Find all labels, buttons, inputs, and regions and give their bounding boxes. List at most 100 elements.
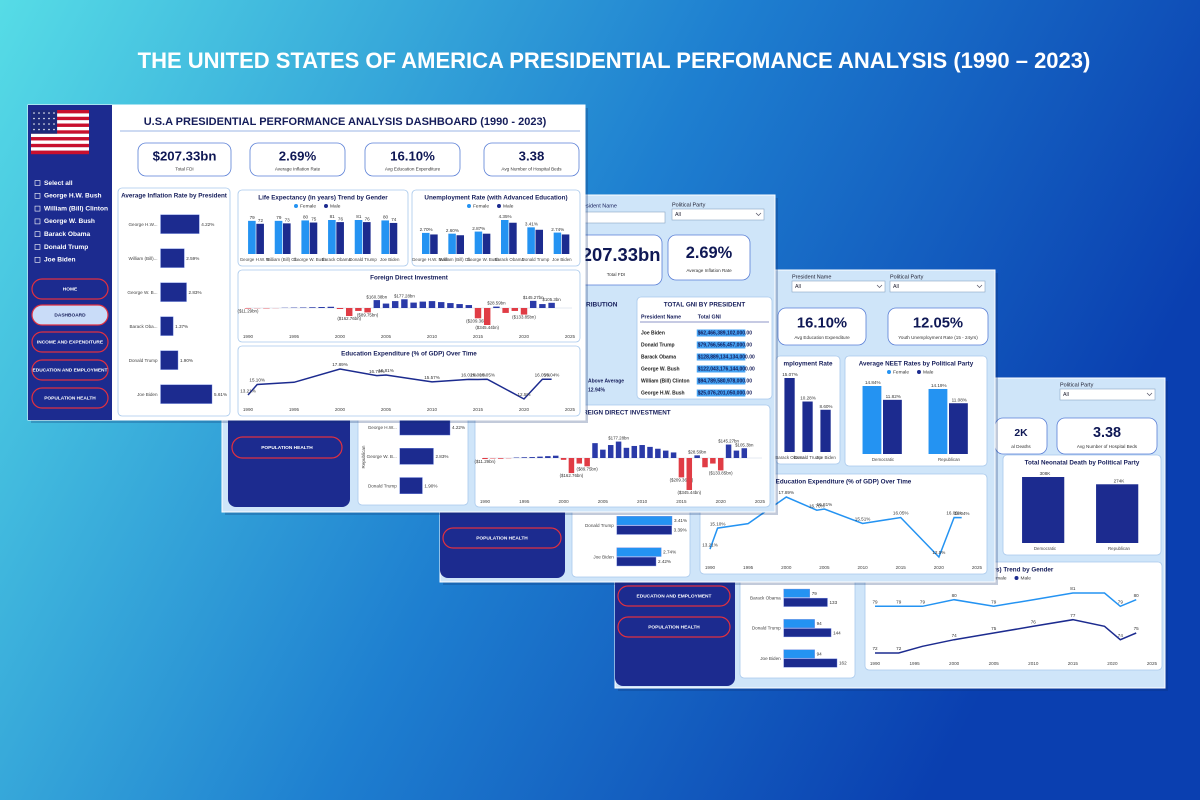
nav-button[interactable]: [31, 278, 109, 300]
filter-option: George H.W. Bush: [44, 193, 102, 200]
nav-label[interactable]: EDUCATION AND EMPLOYMENT: [637, 593, 712, 599]
table-cell: Donald Trump: [641, 342, 675, 348]
data-label: 2.83%: [435, 454, 448, 459]
bar: [448, 233, 456, 254]
flag-star: [48, 128, 50, 131]
data-label: 2.70%: [420, 227, 433, 232]
data-label: 17.89%: [332, 362, 348, 367]
flag-canton: [31, 110, 58, 134]
nav-label[interactable]: POPULATION HEALTH: [648, 624, 700, 630]
x-tick-label: Joe Biden: [380, 257, 400, 262]
legend-swatch: [497, 204, 501, 208]
bar: [616, 557, 657, 567]
x-tick-label: 2025: [972, 565, 983, 570]
legend-label: Female: [991, 575, 1007, 581]
widget-line: Education Expenditure (% of GDP) Over Ti…: [237, 345, 581, 417]
kpi-label: Average Inflation Rate: [686, 268, 732, 273]
bar: [561, 234, 570, 254]
nav-label[interactable]: POPULATION HEALTH: [44, 395, 96, 401]
data-label: 94: [817, 621, 823, 626]
bar: [497, 458, 504, 459]
bar: [527, 227, 535, 254]
data-label: 12.5%: [517, 392, 530, 397]
table-cell: $122,043,176,144,000.00: [698, 366, 755, 372]
checkbox[interactable]: [34, 231, 41, 237]
dropdown[interactable]: [1059, 388, 1156, 401]
flag-stripe: [31, 140, 89, 145]
bar: [631, 445, 638, 458]
widget-filter: President Name All: [791, 274, 886, 293]
data-label: 76: [1031, 620, 1037, 625]
filter-option: William (Bill) Clinton: [44, 205, 108, 212]
bar: [474, 231, 483, 254]
nav-button[interactable]: [617, 616, 731, 638]
dropdown[interactable]: [671, 208, 765, 221]
bar: [949, 403, 968, 454]
nav-button[interactable]: [31, 359, 109, 381]
checkbox[interactable]: [34, 218, 41, 225]
dropdown[interactable]: [889, 280, 986, 293]
data-label: 3.41%: [525, 222, 538, 227]
data-label: ($11.29bn): [238, 309, 259, 314]
bar: [482, 233, 491, 254]
bar: [309, 222, 318, 254]
bar: [502, 308, 509, 313]
checkbox[interactable]: [34, 256, 41, 263]
bar: [363, 222, 371, 254]
data-label: 16.05%: [479, 372, 495, 377]
dropdown[interactable]: [791, 280, 886, 293]
data-label: 16.05%: [893, 511, 909, 516]
kpi-value: 2K: [1014, 428, 1028, 439]
data-label: 79: [991, 600, 997, 605]
y-tick-label: Donald Trump: [368, 484, 397, 489]
x-tick-label: 2015: [896, 565, 907, 570]
card: [474, 404, 771, 508]
widget-hbar: Republican George H.W... 4.22% George W. B.…: [357, 407, 469, 506]
checkbox[interactable]: [34, 193, 41, 199]
kpi-value: 16.10%: [797, 315, 847, 331]
bar: [391, 301, 399, 308]
data-label: 162: [839, 661, 847, 666]
y-tick-label: Joe Biden: [137, 392, 158, 397]
nav-button[interactable]: [31, 387, 109, 409]
x-tick-label: George W. Bush: [294, 257, 327, 262]
nav-button[interactable]: [231, 436, 343, 459]
bar: [733, 450, 740, 458]
data-label: 16.81%: [378, 368, 394, 373]
table-cell: $62,466,389,102,000.00: [698, 330, 752, 336]
checkbox[interactable]: [34, 244, 41, 250]
nav-label[interactable]: DASHBOARD: [54, 312, 86, 318]
data-label: ($209.36bn): [466, 318, 490, 323]
nav-button[interactable]: [31, 304, 109, 326]
filter-option: George W. Bush: [44, 218, 95, 225]
nav-label[interactable]: POPULATION HEALTH: [261, 445, 313, 451]
flag-star: [38, 123, 40, 125]
nav-button[interactable]: [31, 331, 109, 353]
bar: [623, 447, 630, 458]
nav-label[interactable]: POPULATION HEALTH: [476, 535, 528, 541]
nav-label[interactable]: HOME: [63, 286, 78, 292]
kpi-value: $207.33bn: [572, 244, 661, 265]
checkbox[interactable]: [34, 205, 41, 212]
bar: [552, 455, 559, 458]
checkbox[interactable]: [34, 180, 41, 186]
widget-kpi: 3.38 Avg Number of Hospital Beds: [1056, 417, 1158, 455]
kpi-value: 16.10%: [390, 148, 435, 163]
x-tick-label: 2000: [335, 407, 346, 412]
filter-label: Political Party: [672, 202, 706, 208]
nav-label[interactable]: INCOME AND EXPENDITURE: [37, 339, 104, 345]
bar: [501, 220, 509, 254]
flag-star: [48, 112, 50, 114]
filter-option: Joe Biden: [44, 257, 76, 264]
bar: [576, 458, 583, 464]
flag-star: [53, 128, 55, 131]
bar: [160, 384, 213, 404]
x-tick-label: Republican: [1108, 546, 1131, 551]
nav-button[interactable]: [617, 585, 731, 607]
bar: [465, 305, 473, 308]
data-label: 274K: [1114, 479, 1126, 484]
widget-title: TOTAL GNI BY PRESIDENT: [664, 302, 746, 309]
bar: [354, 220, 363, 254]
nav-button[interactable]: [442, 527, 562, 549]
nav-label[interactable]: EDUCATION AND EMPLOYMENT: [33, 367, 108, 373]
